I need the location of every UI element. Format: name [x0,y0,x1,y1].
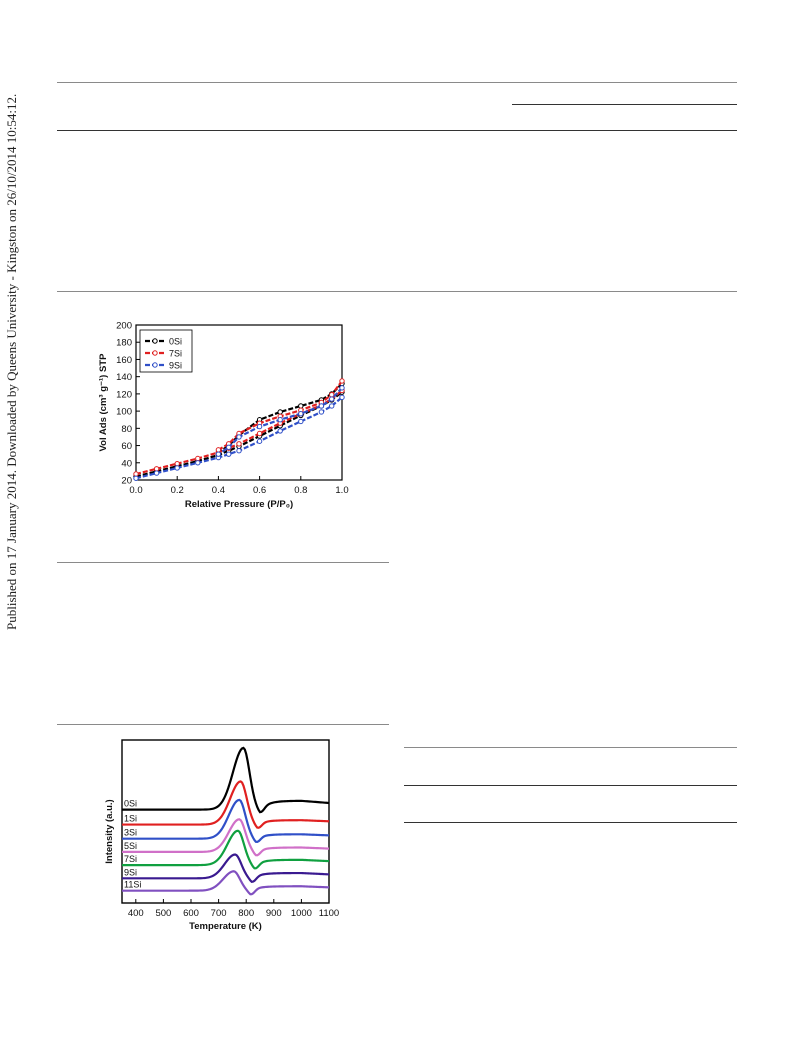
x-tick-label: 500 [155,908,171,919]
series-label: 0Si [124,799,137,809]
x-tick-label: 0.4 [212,485,225,496]
data-point [277,428,283,434]
series-line [122,870,330,896]
y-tick-label: 120 [116,389,132,400]
data-point [133,471,139,477]
data-point [339,378,345,384]
table2-header-rule [404,785,737,786]
legend-marker [152,362,158,368]
y-tick-label: 200 [116,321,132,332]
y-tick-label: 20 [121,476,132,487]
series-line [122,780,330,829]
data-point [329,392,335,398]
x-axis-label: Relative Pressure (P/P₀) [185,499,293,510]
y-axis-label: Vol Ads (cm³ g⁻¹) STP [98,353,109,452]
data-point [195,455,201,462]
series-label: 9Si [124,867,137,877]
data-point [236,448,242,454]
series-label: 1Si [124,814,137,824]
y-axis-label: Intensity (a.u.) [104,799,115,863]
y-tick-label: 140 [116,372,132,383]
table-top-rule [57,82,737,83]
x-tick-label: 700 [211,908,227,919]
data-point [339,385,345,391]
data-point [215,451,222,457]
x-tick-label: 1000 [291,908,312,919]
data-point [236,441,242,447]
data-point [298,410,304,417]
legend-marker [152,350,158,356]
series-label: 11Si [124,880,141,890]
data-point [174,465,180,471]
y-tick-label: 100 [116,407,132,418]
legend-label: 9Si [169,361,182,371]
data-point [256,438,263,444]
legend-label: 7Si [169,349,182,359]
legend-marker [152,338,158,344]
series-label: 3Si [124,828,137,838]
data-point [339,394,345,401]
y-tick-label: 160 [116,355,132,366]
data-point [215,447,222,453]
series-line [122,798,330,844]
series-line [122,746,330,814]
series-label: 7Si [124,854,137,864]
table-header-rule [57,130,737,131]
data-point [133,475,139,481]
legend-label: 0Si [169,337,182,347]
data-point [195,460,201,466]
data-point [298,418,304,425]
data-point [153,466,160,472]
x-tick-label: 600 [183,908,199,919]
data-point [318,403,325,409]
y-tick-label: 60 [121,441,132,452]
series-line [122,818,330,857]
series-line [217,382,343,454]
series-line [122,829,330,870]
x-tick-label: 1.0 [335,485,348,496]
figure1-caption-rule [57,562,389,563]
data-point [226,451,232,457]
data-point [298,403,304,409]
data-point [256,430,263,437]
data-point [277,417,283,423]
x-tick-label: 400 [128,908,144,919]
table2-bottom-rule [404,822,737,823]
x-tick-label: 800 [238,908,254,919]
y-tick-label: 180 [116,338,132,349]
isotherm-chart: 20 40 60 80 100 120 140 160 180 200 0.0 0.2 0.4 0.6 0.… [98,321,349,511]
x-tick-label: 0.2 [171,485,184,496]
data-point [318,409,325,415]
x-tick-label: 0.8 [294,485,307,496]
publication-side-note: Published on 17 January 2014. Downloaded… [4,93,19,630]
series-label: 5Si [124,841,137,851]
x-tick-label: 1100 [319,908,339,919]
plot-frame [121,739,330,904]
figure2-top-rule [57,724,389,725]
x-tick-label: 900 [266,908,282,919]
table-header-subrule [512,104,737,105]
table2-top-rule [404,747,737,748]
data-point [329,396,335,402]
data-point [236,434,242,440]
y-tick-label: 80 [121,424,132,435]
section-rule-top [57,291,737,292]
data-point [174,460,180,467]
data-point [329,403,335,409]
x-tick-label: 0.6 [253,485,266,496]
x-tick-label: 0.0 [129,485,142,496]
data-point [256,423,263,430]
series-line [122,853,330,883]
data-point [153,470,160,476]
data-point [226,444,232,450]
plot-frame [135,324,343,481]
x-axis-label: Temperature (K) [189,921,262,932]
tpd-chart: 400 500 600 700 800 900 1000 1100 Temperature (K… [104,739,339,932]
data-point [277,409,283,415]
y-tick-label: 40 [121,458,132,469]
